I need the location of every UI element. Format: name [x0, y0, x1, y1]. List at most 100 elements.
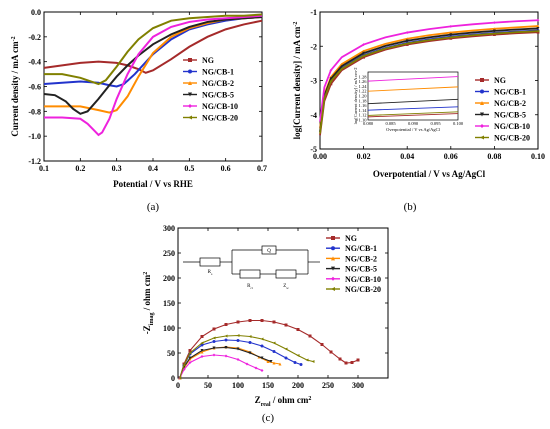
marker-ng-cb-20 [212, 336, 216, 340]
marker-ng-cb-10 [254, 366, 258, 370]
marker-ng [200, 335, 204, 338]
y-axis-label-sub: imag [149, 313, 155, 326]
marker-ng [329, 350, 333, 354]
marker-ng-cb-20 [536, 29, 540, 33]
x-tick-label: 0.4 [148, 164, 158, 173]
inset-x-tick-label: 0.080 [363, 121, 374, 126]
legend-label: NG/CB-10 [202, 102, 238, 111]
marker-ng-cb-10 [224, 354, 228, 358]
x-tick-label: 0 [176, 381, 180, 390]
x-tick-label: 0.7 [257, 164, 267, 173]
marker-ng [188, 349, 192, 352]
marker-ng-cb-10 [260, 369, 264, 372]
marker-ng-cb-10 [536, 18, 540, 22]
marker-ng [188, 58, 192, 62]
series-line-ng-cb-2 [179, 346, 281, 379]
marker-ng-cb-1 [480, 89, 484, 94]
circuit-label-sub: s [211, 272, 213, 276]
marker-ng [272, 320, 276, 324]
marker-ng-cb-20 [284, 347, 288, 351]
legend-label: NG [202, 56, 214, 65]
marker-ng [493, 33, 496, 37]
marker-ng-cb-5 [260, 356, 264, 360]
marker-ng [331, 236, 335, 240]
x-tick-label: 0.02 [357, 152, 371, 161]
inset-series-ng-cb-5 [367, 98, 459, 105]
marker-ng-cb-20 [449, 35, 453, 39]
marker-ng-cb-10 [329, 68, 333, 72]
marker-ng-cb-20 [331, 287, 335, 291]
marker-ng-cb-10 [493, 21, 496, 25]
marker-ng [236, 320, 240, 324]
marker-ng-cb-1 [284, 356, 288, 360]
marker-ng [224, 323, 228, 326]
marker-ng-cb-1 [248, 341, 252, 344]
marker-ng-cb-20 [188, 115, 192, 120]
marker-ng-cb-5 [405, 39, 409, 43]
y-tick-label: 0 [171, 374, 175, 383]
x-tick-label: 150 [262, 381, 274, 390]
marker-ng-cb-2 [266, 360, 270, 363]
panel-label: (c) [262, 412, 275, 424]
marker-ng [344, 361, 348, 365]
marker-ng-cb-20 [296, 354, 300, 357]
legend-label: NG/CB-5 [345, 265, 377, 274]
series-line-ng-cb-5 [43, 15, 263, 115]
marker-ng-cb-20 [329, 79, 333, 83]
circuit-label-sub: w [286, 286, 289, 290]
y-tick-label: 300 [163, 224, 175, 233]
y-tick-label: -2 [310, 42, 317, 51]
circuit-resistor-rct [239, 269, 261, 279]
legend-label: NG [494, 76, 506, 85]
x-axis-label-sup: 2 [308, 396, 311, 402]
marker-ng [480, 78, 484, 82]
marker-ng [405, 43, 409, 46]
marker-ng-cb-2 [480, 101, 484, 105]
y-tick-label: -1 [310, 8, 317, 17]
x-tick-label: 0.1 [39, 164, 49, 173]
inset-y-tick-label: 1.14 [359, 108, 368, 113]
y-tick-label: -1.0 [28, 132, 41, 141]
marker-ng [449, 36, 453, 40]
legend-label: NG/CB-10 [494, 122, 530, 131]
marker-ng-cb-2 [188, 81, 192, 85]
x-tick-label: 0.5 [184, 164, 194, 173]
inset-x-tick-label: 0.090 [408, 121, 419, 126]
inset-y-tick-label: 1.16 [359, 103, 368, 108]
legend-label: NG/CB-5 [202, 91, 234, 100]
series-line-ng [43, 19, 263, 74]
marker-ng-cb-20 [272, 341, 276, 345]
y-tick-label: -3 [310, 77, 317, 86]
marker-ng-cb-1 [331, 246, 335, 251]
inset-y-tick-label: 1.20 [359, 94, 368, 99]
x-tick-label: 0.6 [221, 164, 231, 173]
marker-ng-cb-1 [260, 344, 264, 348]
marker-ng-cb-10 [449, 24, 453, 28]
marker-ng [350, 361, 354, 364]
marker-ng-cb-5 [269, 360, 273, 363]
legend-label: NG/CB-20 [202, 114, 238, 123]
y-axis-label: -Zimag / ohm cm2 [142, 272, 155, 334]
marker-ng-cb-10 [188, 361, 192, 364]
legend-label: NG/CB-20 [494, 134, 530, 143]
legend-label: NG [345, 234, 357, 243]
x-tick-label: 0.3 [112, 164, 122, 173]
marker-ng-cb-5 [200, 349, 204, 352]
series-line-ng-cb-20 [179, 334, 314, 379]
marker-ng-cb-5 [236, 347, 240, 351]
circuit-warburg-zw [275, 269, 297, 279]
marker-ng [260, 319, 264, 322]
x-tick-label: 300 [352, 381, 364, 390]
marker-ng-cb-10 [236, 358, 240, 361]
x-axis-label-sub: real [261, 402, 271, 408]
marker-ng-cb-5 [248, 351, 252, 355]
marker-ng-cb-20 [305, 358, 309, 362]
x-tick-label: 100 [232, 381, 244, 390]
marker-ng-cb-2 [536, 24, 540, 28]
inset-y-tick-label: 1.24 [359, 84, 368, 89]
marker-ng-cb-1 [293, 361, 297, 364]
marker-ng-cb-1 [272, 350, 276, 353]
legend-label: NG/CB-2 [494, 99, 526, 108]
marker-ng-cb-10 [480, 124, 484, 128]
